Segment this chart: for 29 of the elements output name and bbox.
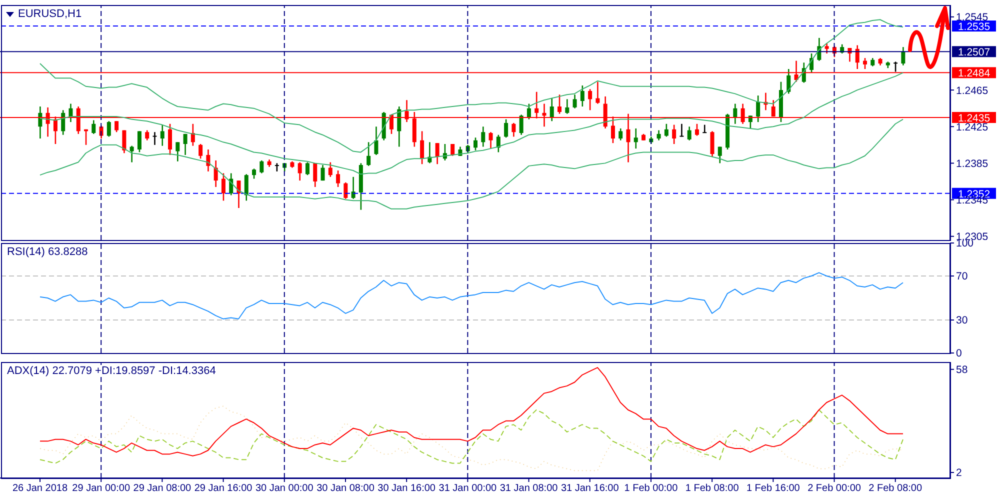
y-tick-label: 1.2545: [956, 12, 988, 24]
x-tick-label: 26 Jan 2018: [12, 483, 68, 494]
x-tick-label: 31 Jan 08:00: [500, 483, 558, 494]
x-tick-label: 30 Jan 00:00: [255, 483, 314, 494]
ref-line-label: 1.2507: [958, 46, 990, 59]
chart-title: RSI(14) 63.8288: [7, 246, 88, 258]
x-tick-label: 1 Feb 00:00: [624, 483, 678, 494]
x-tick-label: 29 Jan 16:00: [194, 483, 253, 494]
x-tick-label: 2 Feb 08:00: [868, 483, 922, 494]
x-tick-label: 1 Feb 16:00: [746, 483, 800, 494]
x-tick-label: 31 Jan 00:00: [438, 483, 498, 494]
ref-line-label: 1.2484: [958, 68, 990, 80]
x-tick-label: 30 Jan 08:00: [316, 483, 375, 494]
x-tick-label: 2 Feb 00:00: [808, 483, 862, 494]
y-tick-label: 1.2385: [956, 158, 988, 170]
x-tick-label: 29 Jan 00:00: [72, 483, 130, 494]
y-tick-label: 1.2465: [956, 84, 988, 97]
x-tick-label: 1 Feb 08:00: [685, 483, 740, 494]
y-tick-label: 70: [956, 270, 968, 283]
y-tick-label: 30: [956, 314, 968, 327]
y-tick-label: 0: [956, 348, 962, 360]
y-tick-label: 2: [956, 467, 962, 480]
x-tick-label: 31 Jan 16:00: [560, 483, 620, 494]
y-tick-label: 58: [956, 364, 968, 376]
ref-line-label: 1.2535: [958, 21, 990, 34]
x-tick-label: 29 Jan 08:00: [133, 483, 192, 494]
chart-title: ADX(14) 22.7079 +DI:19.8597 -DI:14.3364: [7, 365, 216, 377]
chart-title: EURUSD,H1: [18, 8, 82, 20]
x-tick-label: 30 Jan 16:00: [378, 483, 436, 494]
